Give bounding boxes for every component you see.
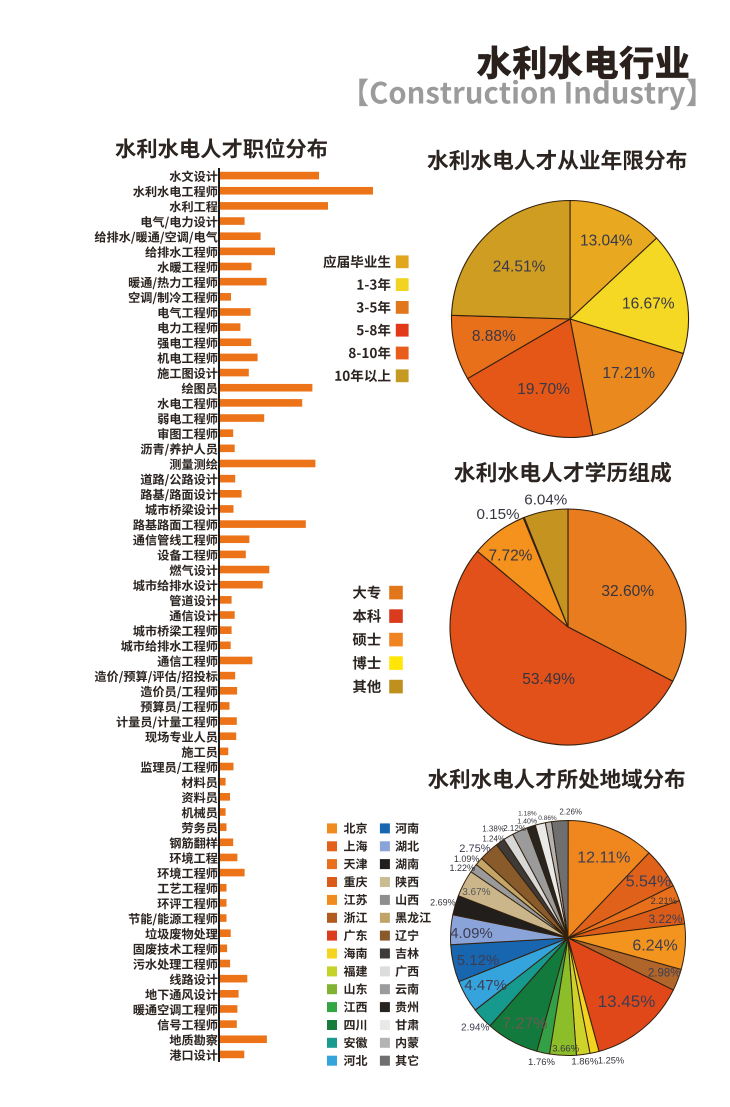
svg-text:2.21%: 2.21%: [651, 896, 677, 906]
svg-text:7.72%: 7.72%: [489, 548, 533, 565]
svg-text:12.11%: 12.11%: [577, 850, 630, 867]
svg-text:5.12%: 5.12%: [457, 952, 500, 969]
svg-text:2.94%: 2.94%: [461, 1023, 489, 1034]
svg-text:2.75%: 2.75%: [459, 843, 490, 855]
svg-text:16.67%: 16.67%: [622, 296, 675, 313]
svg-text:1.76%: 1.76%: [528, 1057, 555, 1068]
svg-text:1.24%: 1.24%: [482, 835, 505, 844]
svg-text:6.24%: 6.24%: [632, 938, 677, 955]
svg-text:3.22%: 3.22%: [648, 912, 682, 926]
svg-text:7.27%: 7.27%: [502, 1016, 547, 1033]
svg-text:1.86%: 1.86%: [571, 1057, 598, 1068]
svg-text:17.21%: 17.21%: [602, 365, 655, 382]
svg-text:32.60%: 32.60%: [601, 583, 654, 600]
svg-text:2.98%: 2.98%: [648, 968, 681, 980]
svg-text:8.88%: 8.88%: [472, 328, 516, 345]
svg-text:3.67%: 3.67%: [462, 887, 490, 898]
svg-text:0.15%: 0.15%: [476, 506, 519, 523]
svg-text:2.69%: 2.69%: [430, 898, 456, 908]
svg-text:13.45%: 13.45%: [598, 992, 656, 1011]
svg-text:0.86%: 0.86%: [538, 815, 557, 822]
svg-text:4.47%: 4.47%: [464, 977, 507, 994]
svg-text:24.51%: 24.51%: [493, 258, 546, 275]
svg-text:1.18%: 1.18%: [518, 810, 537, 817]
svg-text:1.40%: 1.40%: [517, 819, 537, 826]
svg-text:3.66%: 3.66%: [552, 1043, 579, 1054]
svg-text:13.04%: 13.04%: [580, 232, 633, 249]
svg-text:1.38%: 1.38%: [482, 824, 505, 833]
svg-text:19.70%: 19.70%: [517, 381, 570, 398]
svg-text:53.49%: 53.49%: [522, 671, 575, 688]
svg-text:6.04%: 6.04%: [524, 492, 567, 509]
svg-text:1.25%: 1.25%: [598, 1056, 624, 1066]
svg-text:1.09%: 1.09%: [454, 854, 480, 864]
svg-text:2.26%: 2.26%: [559, 808, 582, 817]
svg-text:5.54%: 5.54%: [626, 874, 671, 891]
svg-text:4.09%: 4.09%: [450, 925, 493, 942]
svg-text:2.12%: 2.12%: [503, 824, 526, 833]
svg-text:1.22%: 1.22%: [450, 863, 476, 873]
